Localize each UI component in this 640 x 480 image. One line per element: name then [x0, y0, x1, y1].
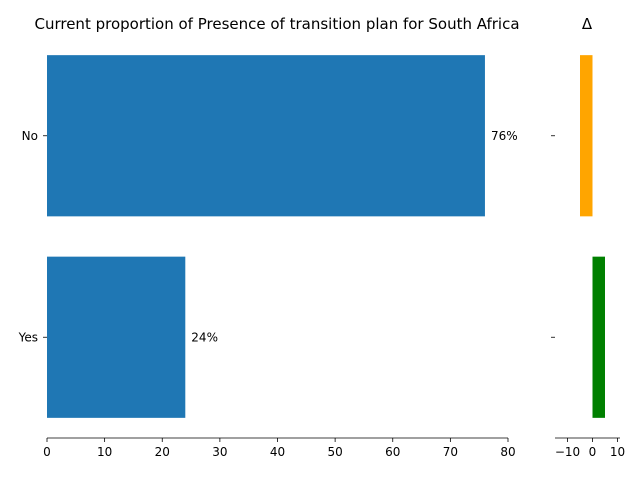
main-x-tick-label: 40 [270, 445, 285, 459]
delta-chart-title: Δ [582, 15, 593, 33]
main-x-tick-label: 50 [327, 445, 342, 459]
main-data-label-no: 76% [491, 129, 518, 143]
main-data-label-yes: 24% [191, 330, 218, 344]
main-x-tick-label: 20 [155, 445, 170, 459]
main-y-tick-label-yes: Yes [18, 330, 38, 344]
main-chart-title: Current proportion of Presence of transi… [34, 15, 519, 33]
main-x-tick-label: 0 [43, 445, 51, 459]
main-x-tick-label: 80 [500, 445, 515, 459]
delta-bar-yes [592, 256, 605, 418]
main-x-tick-label: 60 [385, 445, 400, 459]
main-y-tick-label-no: No [22, 129, 38, 143]
main-x-tick-label: 70 [443, 445, 458, 459]
main-x-tick-label: 30 [212, 445, 227, 459]
delta-x-tick-label: 10 [610, 445, 625, 459]
delta-bar-plot: −10 0 10 [551, 55, 625, 459]
main-bar-no [47, 55, 485, 217]
delta-x-tick-label: 0 [589, 445, 597, 459]
main-x-tick-label: 10 [97, 445, 112, 459]
delta-bar-no [580, 55, 593, 217]
main-bar-yes [47, 256, 186, 418]
delta-x-tick-label: −10 [555, 445, 580, 459]
main-bar-plot: 0 10 20 30 40 50 60 70 80 No 76% Yes 24% [18, 55, 518, 459]
